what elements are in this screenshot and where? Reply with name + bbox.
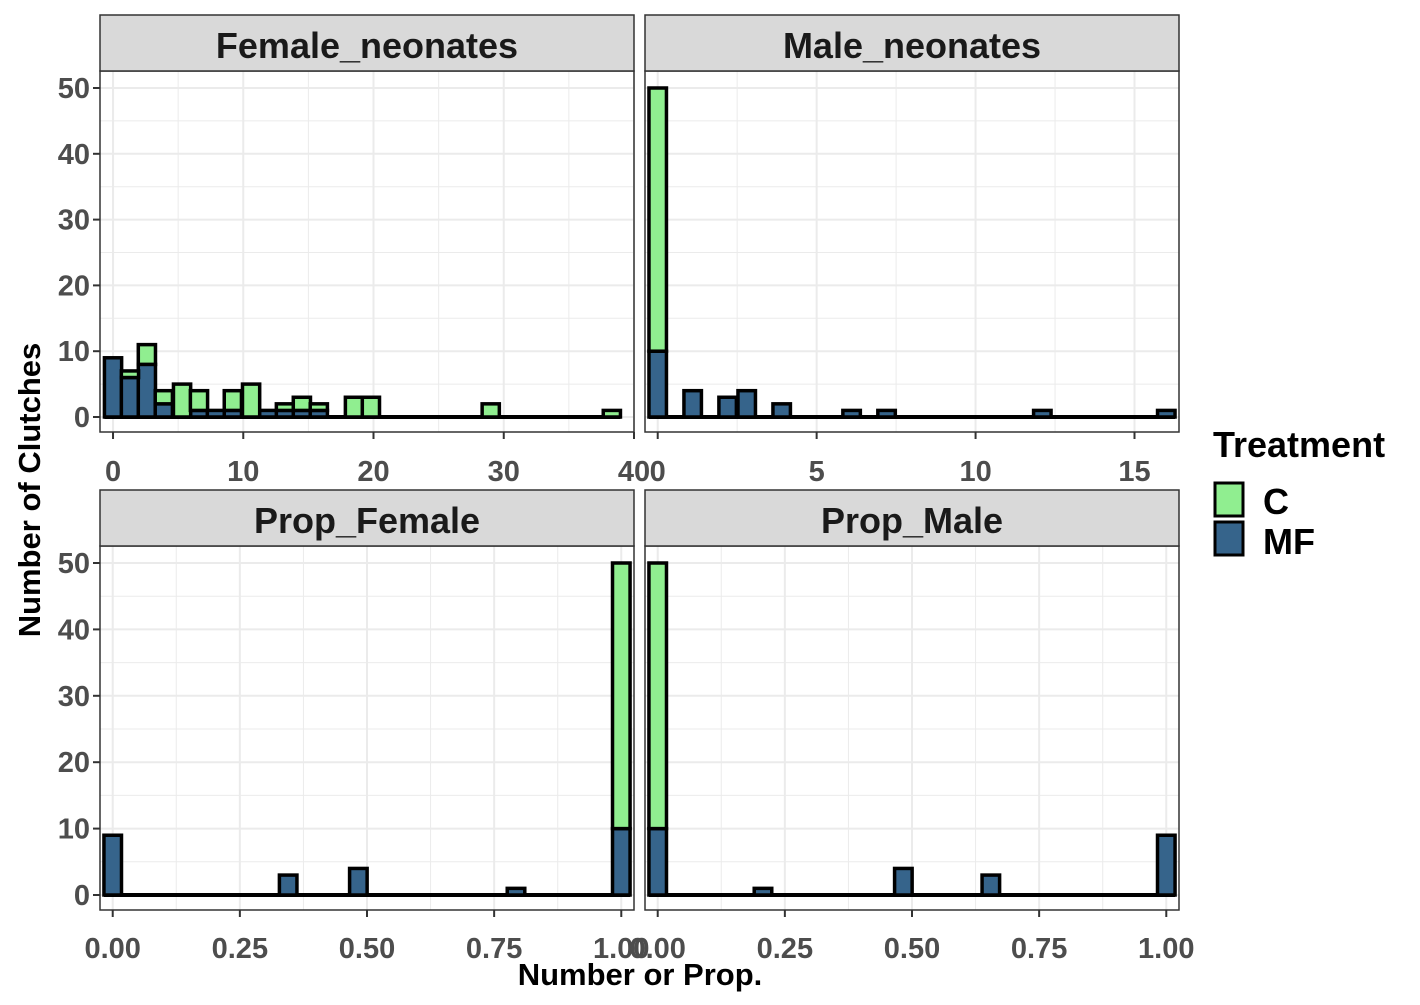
bar-c xyxy=(480,402,502,419)
bar-mf xyxy=(257,408,279,419)
bar-c xyxy=(136,342,158,367)
legend-key-c xyxy=(1213,481,1245,518)
y-tick-label: 40 xyxy=(58,139,90,171)
bar-mf xyxy=(841,408,863,419)
facet-strip xyxy=(99,14,635,72)
x-tick-label: 0.75 xyxy=(1011,933,1067,965)
bar-mf xyxy=(102,356,124,419)
bar-mf xyxy=(1155,833,1177,897)
bar-mf xyxy=(205,408,227,419)
x-tick-label: 10 xyxy=(227,456,259,488)
x-tick-label: 15 xyxy=(1118,456,1150,488)
facet-strip xyxy=(99,489,635,547)
x-tick-label: 0.50 xyxy=(339,933,395,965)
x-tick-label: 0.75 xyxy=(466,933,522,965)
bar-c xyxy=(188,388,210,413)
bar-c xyxy=(119,369,141,380)
bar-c xyxy=(360,395,382,419)
bar-mf xyxy=(347,866,369,897)
x-axis-title: Number or Prop. xyxy=(518,957,763,992)
bar-mf xyxy=(277,873,299,897)
bar-mf xyxy=(682,388,704,419)
bar-mf xyxy=(892,866,914,897)
y-axis-title: Number of Clutches xyxy=(12,343,47,638)
bar-c xyxy=(308,402,330,413)
x-tick-label: 1.00 xyxy=(1138,933,1194,965)
panel-background xyxy=(100,71,634,432)
x-tick-label: 1.00 xyxy=(593,933,649,965)
facet-strip xyxy=(644,14,1180,72)
bar-c xyxy=(153,388,175,406)
bar-mf xyxy=(153,402,175,419)
facet-panel-2: Male_neonates 0 5 10 15 xyxy=(644,14,1180,488)
bar-c xyxy=(171,382,193,419)
bar-c xyxy=(222,388,244,413)
y-tick-label: 0 xyxy=(74,880,90,912)
bar-mf xyxy=(119,375,141,419)
facet-panel-1: Female_neonates 0 10 20 30 40 0 10 20 30 40 50 xyxy=(58,14,650,488)
x-tick-label: 0 xyxy=(105,456,121,488)
bar-mf xyxy=(610,826,632,897)
y-tick-label: 20 xyxy=(58,270,90,302)
facet-strip-label: Female_neonates xyxy=(216,25,518,66)
bar-mf xyxy=(136,362,158,419)
legend-label-c: C xyxy=(1263,481,1289,522)
facet-strip xyxy=(644,489,1180,547)
bar-c xyxy=(274,402,296,413)
facet-panel-4: Prop_Male 0.00 0.25 0.50 0.75 1.00 xyxy=(629,489,1195,965)
x-tick-label: 30 xyxy=(488,456,520,488)
bar-mf xyxy=(505,886,527,897)
bar-mf xyxy=(717,395,739,419)
y-tick-label: 40 xyxy=(58,614,90,646)
y-tick-label: 10 xyxy=(58,336,90,368)
bar-mf xyxy=(1031,408,1053,419)
bar-c xyxy=(647,561,669,831)
y-tick-label: 50 xyxy=(58,548,90,580)
x-tick-label: 0.25 xyxy=(757,933,813,965)
facet-strip-label: Prop_Male xyxy=(821,500,1003,541)
x-tick-label: 20 xyxy=(357,456,389,488)
x-tick-label: 40 xyxy=(618,456,650,488)
y-tick-label: 20 xyxy=(58,747,90,779)
bar-mf xyxy=(102,833,124,897)
facet-panel-3: Prop_Female 0.00 0.25 0.50 0.75 1.00 0 10 20 30 40… xyxy=(58,489,650,965)
x-tick-label: 0.50 xyxy=(884,933,940,965)
bar-mf xyxy=(647,349,669,419)
x-tick-label: 0.00 xyxy=(629,933,685,965)
x-tick-label: 0 xyxy=(650,456,666,488)
bar-c xyxy=(647,86,669,353)
bar-mf xyxy=(876,408,898,419)
bar-mf xyxy=(980,873,1002,897)
bar-c xyxy=(240,382,262,419)
bar-mf xyxy=(1155,408,1177,419)
x-tick-label: 5 xyxy=(809,456,825,488)
legend-key-mf xyxy=(1213,520,1245,557)
x-tick-label: 0.00 xyxy=(84,933,140,965)
bar-c xyxy=(601,408,623,419)
y-tick-label: 30 xyxy=(58,681,90,713)
legend-title: Treatment xyxy=(1213,424,1385,465)
y-tick-label: 30 xyxy=(58,205,90,237)
bar-mf xyxy=(647,826,669,897)
bar-c xyxy=(343,395,365,419)
bar-c xyxy=(291,395,313,413)
x-tick-label: 10 xyxy=(959,456,991,488)
legend: Treatment C MF xyxy=(1213,424,1385,562)
facet-strip-label: Prop_Female xyxy=(254,500,480,541)
legend-label-mf: MF xyxy=(1263,521,1315,562)
bar-c xyxy=(610,561,632,831)
y-tick-label: 10 xyxy=(58,814,90,846)
bar-mf xyxy=(736,388,758,419)
facet-strip-label: Male_neonates xyxy=(783,25,1041,66)
y-tick-label: 50 xyxy=(58,73,90,105)
y-tick-label: 0 xyxy=(74,402,90,434)
bar-mf xyxy=(771,402,793,419)
x-tick-label: 0.25 xyxy=(212,933,268,965)
bar-mf xyxy=(752,886,774,897)
panel-background xyxy=(645,71,1179,432)
